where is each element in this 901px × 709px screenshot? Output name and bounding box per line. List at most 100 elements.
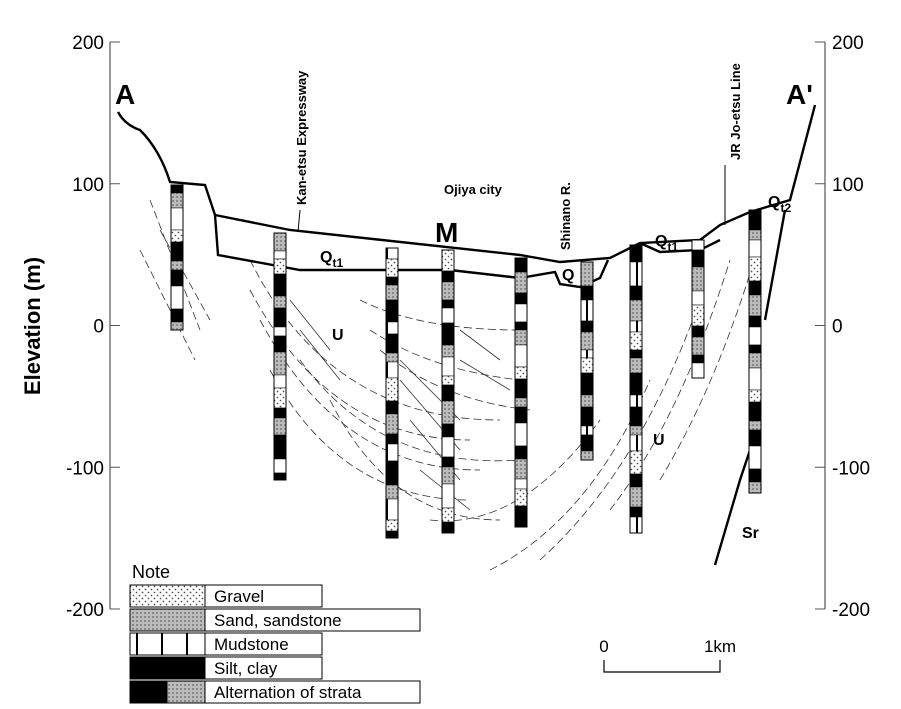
core-segment — [692, 363, 704, 378]
landmark: Shinano R. — [558, 182, 573, 250]
core-segment — [692, 240, 704, 250]
core-segment — [515, 506, 527, 527]
core-segment — [442, 345, 454, 357]
core-segment — [515, 446, 527, 459]
y-tick-label: -100 — [66, 458, 104, 479]
core-segment — [386, 322, 398, 334]
core-segment — [442, 300, 454, 308]
core-segment — [692, 305, 704, 326]
core-segment — [749, 210, 761, 230]
core-segment — [581, 395, 593, 407]
core-segment — [515, 272, 527, 293]
unit-symbol: Sr — [742, 525, 759, 542]
core-segment — [749, 469, 761, 482]
core-segment — [749, 446, 761, 469]
core-segment — [386, 353, 398, 362]
core-segment — [749, 421, 761, 430]
core-segment — [749, 430, 761, 446]
core-segment — [386, 531, 398, 538]
core-segment — [630, 300, 642, 321]
core-segment — [749, 295, 761, 316]
y-tick-label: -200 — [66, 600, 104, 621]
landmark: JR Jo-etsu Line — [728, 63, 743, 160]
core-segment — [630, 321, 642, 332]
core-segment — [630, 435, 642, 451]
core-segment — [171, 322, 183, 330]
core-segment — [630, 451, 642, 474]
unit-label: Qt1 — [320, 249, 343, 270]
core-segment — [386, 334, 398, 353]
unit-subscript: t1 — [332, 256, 343, 270]
core-segment — [630, 395, 642, 407]
core-segment — [386, 499, 398, 520]
section-start: A — [115, 79, 135, 110]
core-segment — [386, 520, 398, 531]
core-segment — [630, 426, 642, 435]
core-segment — [515, 459, 527, 479]
core-segment — [386, 401, 398, 414]
landmark: Ojiya city — [444, 182, 503, 197]
core-segment — [630, 245, 642, 262]
unit-subscript: t1 — [667, 240, 678, 254]
core-segment — [630, 262, 642, 286]
core-segment — [581, 426, 593, 435]
boreholes — [171, 185, 761, 538]
core-segment — [581, 373, 593, 395]
legend-swatch — [130, 633, 205, 655]
legend-label: Alternation of strata — [214, 683, 362, 702]
core-segment — [274, 418, 286, 435]
core-segment — [442, 467, 454, 484]
unit-symbol: Q — [655, 233, 667, 250]
legend-swatch — [167, 681, 205, 703]
core-segment — [515, 322, 527, 330]
center-label: M — [435, 217, 458, 248]
unit-symbol: U — [653, 432, 665, 449]
core-segment — [692, 267, 704, 291]
legend-swatch — [130, 609, 205, 631]
core-segment — [515, 345, 527, 367]
axes — [110, 42, 825, 609]
core-segment — [386, 277, 398, 285]
core-segment — [442, 282, 454, 300]
core-segment — [749, 257, 761, 281]
core-segment — [442, 357, 454, 376]
core-segment — [515, 293, 527, 304]
core-segment — [515, 407, 527, 423]
core-segment — [515, 304, 527, 322]
core-segment — [442, 271, 454, 282]
legend-title: Note — [132, 562, 170, 582]
legend-swatch — [130, 681, 167, 703]
core-segment — [581, 262, 593, 286]
core-segment — [749, 345, 761, 353]
core-segment — [386, 444, 398, 461]
legend-swatch — [130, 657, 205, 679]
unit-label: U — [653, 432, 665, 449]
core-segment — [630, 517, 642, 533]
core-segment — [171, 185, 183, 193]
core-segment — [749, 230, 761, 240]
core-segment — [386, 414, 398, 434]
core-segment — [442, 508, 454, 522]
core-segment — [274, 375, 286, 388]
core-segment — [515, 423, 527, 446]
core-segment — [171, 309, 183, 322]
legend-swatch — [130, 585, 205, 607]
core-segment — [515, 489, 527, 506]
core-segment — [581, 332, 593, 350]
core-segment — [386, 461, 398, 485]
core-segment — [515, 379, 527, 398]
core-segment — [274, 251, 286, 259]
unit-label: Q — [562, 267, 574, 284]
core-segment — [515, 398, 527, 407]
core-segment — [630, 373, 642, 395]
scale-bar: 0 1km — [599, 637, 736, 672]
core-segment — [274, 327, 286, 336]
legend-label: Mudstone — [214, 635, 289, 654]
core-segment — [630, 350, 642, 358]
core-segment — [386, 285, 398, 300]
core-segment — [630, 474, 642, 487]
core-segment — [171, 242, 183, 261]
core-segment — [630, 407, 642, 426]
core-segment — [749, 368, 761, 390]
unit-subscript: t2 — [780, 201, 791, 215]
